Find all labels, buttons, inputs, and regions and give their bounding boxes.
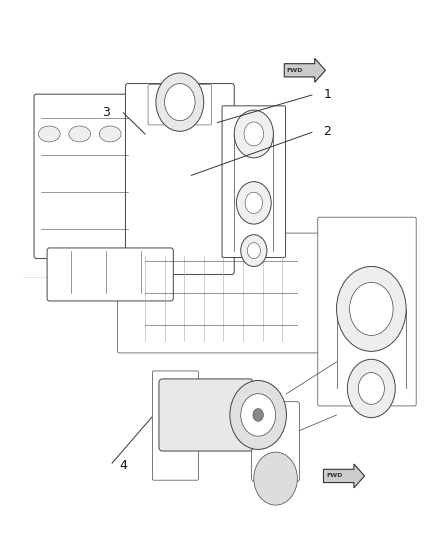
- FancyArrow shape: [284, 59, 325, 82]
- Text: FWD: FWD: [287, 68, 303, 73]
- FancyBboxPatch shape: [318, 217, 416, 406]
- FancyBboxPatch shape: [159, 379, 253, 451]
- FancyBboxPatch shape: [47, 248, 173, 301]
- FancyBboxPatch shape: [148, 85, 212, 125]
- Text: 1: 1: [323, 87, 331, 101]
- Circle shape: [347, 359, 395, 418]
- Circle shape: [241, 235, 267, 266]
- Circle shape: [245, 192, 262, 214]
- FancyBboxPatch shape: [222, 106, 286, 257]
- Circle shape: [241, 394, 276, 436]
- Circle shape: [253, 409, 263, 421]
- Ellipse shape: [69, 126, 91, 142]
- Circle shape: [350, 282, 393, 335]
- FancyBboxPatch shape: [152, 371, 198, 480]
- Circle shape: [336, 266, 406, 351]
- Circle shape: [254, 452, 297, 505]
- Circle shape: [165, 84, 195, 120]
- FancyBboxPatch shape: [252, 402, 300, 481]
- FancyArrow shape: [323, 464, 364, 488]
- Text: FWD: FWD: [326, 473, 343, 479]
- Circle shape: [230, 381, 286, 449]
- Circle shape: [358, 373, 385, 405]
- Ellipse shape: [39, 126, 60, 142]
- Circle shape: [234, 110, 273, 158]
- FancyBboxPatch shape: [34, 94, 134, 259]
- Circle shape: [244, 122, 264, 146]
- Text: 2: 2: [323, 125, 331, 138]
- FancyBboxPatch shape: [125, 84, 234, 274]
- Text: 3: 3: [102, 106, 110, 119]
- Text: 4: 4: [119, 459, 127, 472]
- Circle shape: [237, 182, 271, 224]
- Ellipse shape: [99, 126, 121, 142]
- Circle shape: [247, 243, 260, 259]
- FancyBboxPatch shape: [117, 233, 360, 353]
- Circle shape: [156, 73, 204, 131]
